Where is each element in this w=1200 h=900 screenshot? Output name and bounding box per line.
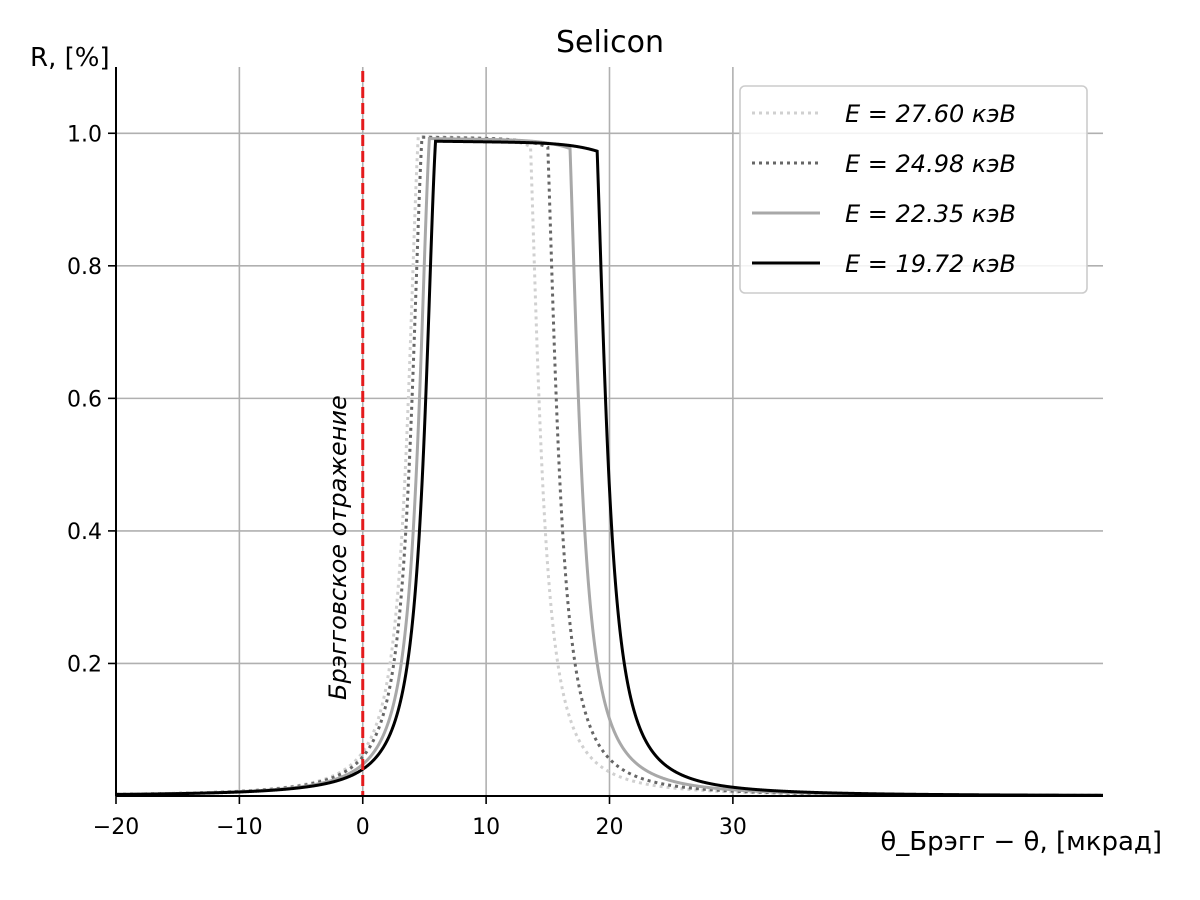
y-tick-label: 0.2: [67, 652, 102, 677]
x-tick-label: 10: [472, 815, 500, 840]
legend-entry-label: E = 24.98 кэВ: [845, 150, 1016, 178]
y-tick-label: 0.4: [67, 520, 102, 545]
curves: [116, 135, 1103, 797]
y-tick-label: 0.6: [67, 387, 102, 412]
legend-entry-label: E = 22.35 кэВ: [845, 200, 1016, 228]
x-axis-label: θ_Брэгг − θ, [мкрад]: [880, 827, 1162, 857]
x-tick-label: 30: [719, 815, 747, 840]
x-tick-label: −20: [93, 815, 139, 840]
x-tick-label: 20: [596, 815, 624, 840]
legend: E = 27.60 кэВ E = 24.98 кэВ E = 22.35 кэВ E…: [739, 85, 1088, 294]
ticks: −20 −10 0 10 20 30 0.2 0.4 0.6 0.8 1.0: [67, 122, 747, 840]
y-axis-label: R, [%]: [30, 43, 110, 73]
x-tick-label: −10: [216, 815, 262, 840]
legend-box: [739, 85, 1088, 294]
legend-entry-label: E = 27.60 кэВ: [845, 100, 1016, 128]
x-tick-label: 0: [356, 815, 370, 840]
chart-title: Selicon: [556, 25, 664, 60]
y-tick-label: 1.0: [67, 122, 102, 147]
legend-entry-label: E = 19.72 кэВ: [845, 250, 1016, 278]
series-line-4: [116, 139, 1103, 797]
bragg-reflection-annotation: Брэгговское отражение: [324, 395, 352, 700]
y-tick-label: 0.8: [67, 255, 102, 280]
